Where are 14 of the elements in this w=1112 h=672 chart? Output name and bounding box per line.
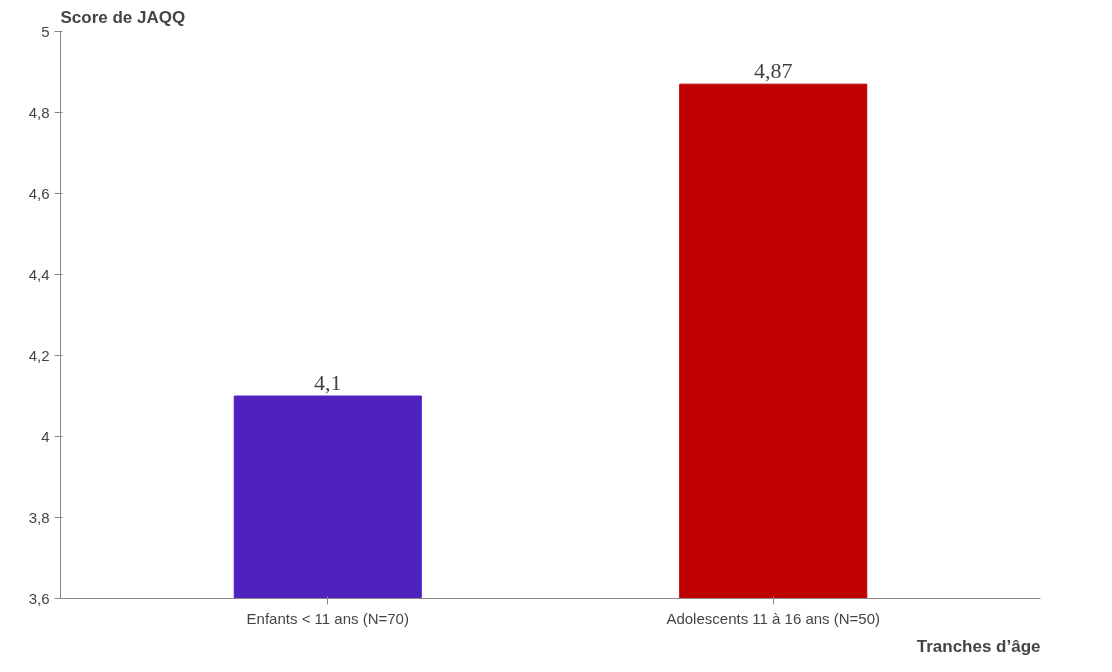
y-tick-label: 4,4 — [28, 265, 50, 283]
x-tick-label: Adolescents 11 à 16 ans (N=50) — [666, 609, 881, 627]
data-label: 4,1 — [314, 370, 342, 395]
y-tick-label: 4,2 — [28, 346, 50, 364]
y-tick-label: 5 — [41, 22, 50, 40]
data-label: 4,87 — [753, 58, 793, 84]
y-axis-title: Score de JAQQ — [60, 7, 186, 27]
y-tick-label: 4,8 — [28, 103, 50, 121]
y-tick-label: 3,8 — [28, 508, 50, 526]
y-tick-label: 4,6 — [28, 184, 50, 202]
y-tick-label: 3,6 — [28, 589, 50, 607]
x-axis-title: Tranches d’âge — [916, 636, 1041, 656]
x-tick-label: Enfants < 11 ans (N=70) — [246, 609, 409, 627]
y-tick-label: 4 — [41, 427, 50, 445]
